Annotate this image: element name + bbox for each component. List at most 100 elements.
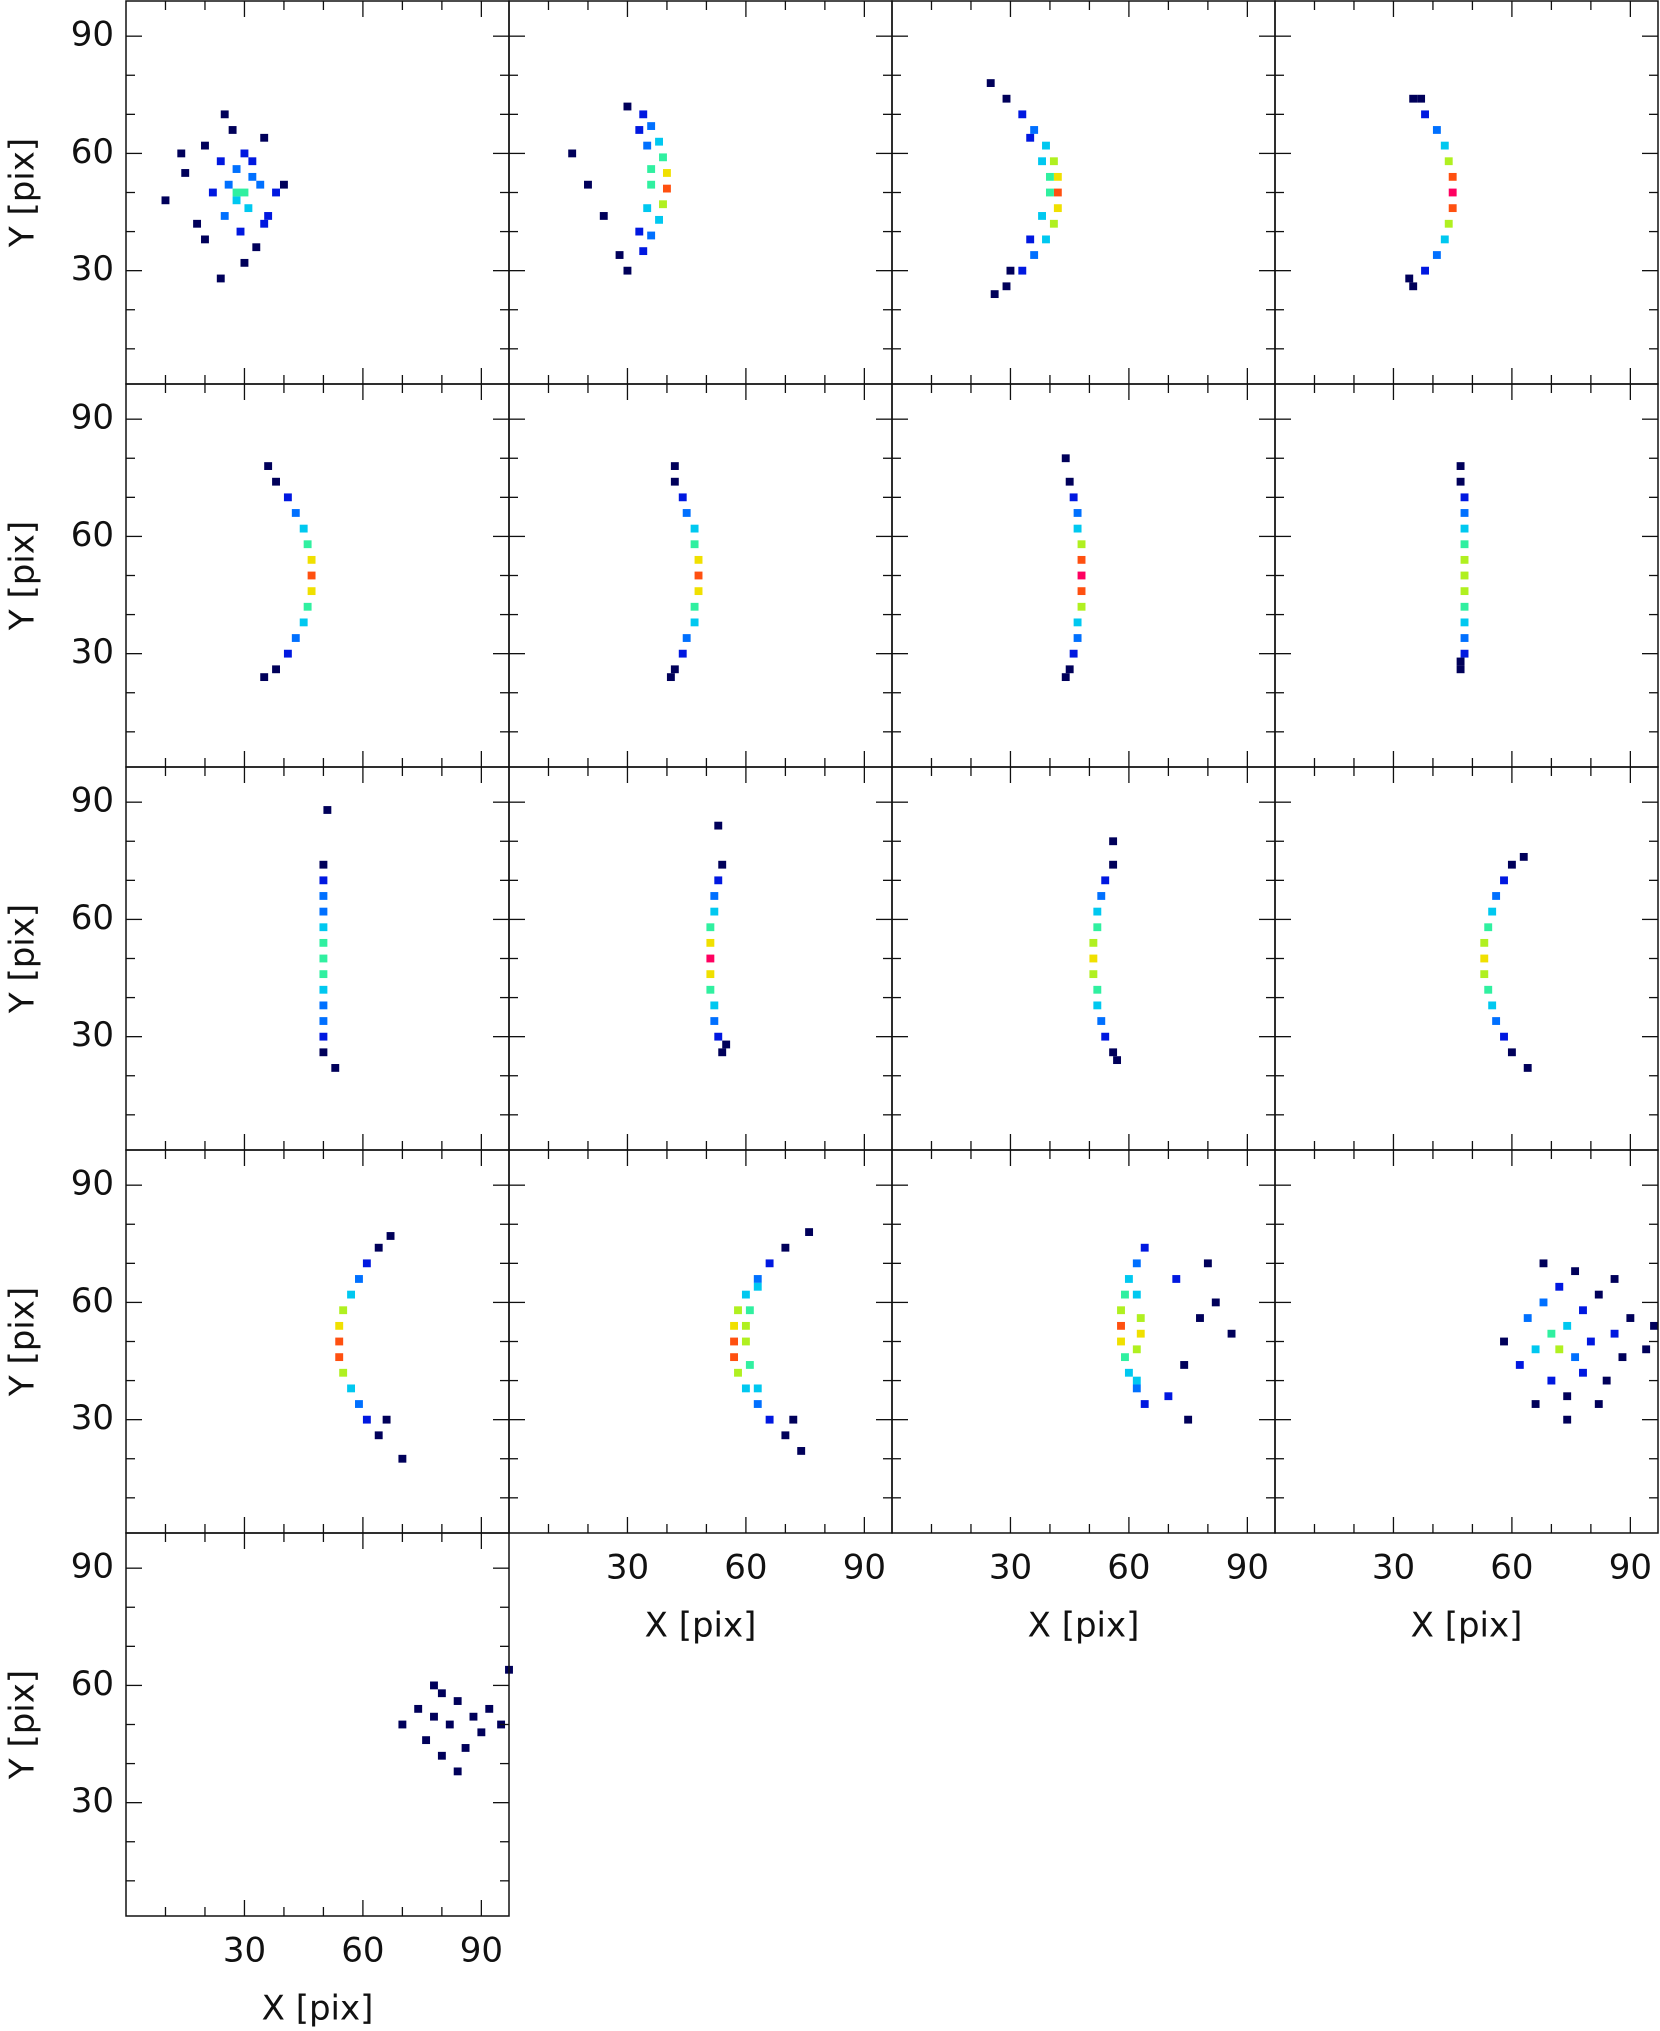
x-tick-label: 30	[223, 1931, 266, 1971]
heat-cell	[319, 1017, 328, 1025]
heat-cell	[177, 149, 186, 158]
heat-cell	[1089, 954, 1098, 963]
heat-cell	[430, 1712, 438, 1721]
heat-cell	[1456, 462, 1465, 470]
heat-cell	[1136, 1329, 1145, 1338]
heat-cell	[1109, 1048, 1118, 1057]
heat-cell	[303, 540, 312, 549]
heat-cell	[272, 477, 280, 486]
heat-cell	[643, 204, 652, 213]
y-axis-label: Y [pix]	[3, 904, 43, 1014]
heat-cell	[1539, 1259, 1548, 1268]
heat-cell	[477, 1728, 486, 1737]
x-axis-label: X [pix]	[262, 1989, 374, 2028]
heat-cell	[714, 876, 723, 885]
y-tick-label: 60	[71, 515, 114, 555]
heat-cell	[1515, 1361, 1524, 1369]
heat-cell	[335, 1337, 344, 1346]
heat-cell	[1523, 1314, 1532, 1322]
heat-cell	[1180, 1361, 1189, 1369]
panel-frame	[1274, 1149, 1659, 1534]
heat-cell	[272, 665, 280, 674]
heat-cell	[216, 274, 225, 283]
panel-frame	[508, 766, 893, 1151]
heat-cell	[319, 954, 328, 963]
panel	[891, 383, 1276, 768]
heat-cell	[1061, 454, 1070, 463]
heat-cell	[623, 266, 632, 275]
heat-cell	[1480, 938, 1489, 947]
heat-cell	[461, 1744, 470, 1752]
y-tick-label: 90	[71, 1164, 114, 1204]
panel-frame	[125, 0, 510, 385]
heat-cell	[260, 673, 269, 682]
x-tick-label: 30	[989, 1548, 1032, 1588]
heat-cell	[1117, 1306, 1125, 1315]
heat-cell	[690, 540, 699, 549]
panel: 30 60 90 X [pix]	[508, 1149, 893, 1646]
heat-cell	[264, 462, 273, 470]
y-axis-label: Y [pix]	[3, 1287, 43, 1397]
heat-cell	[283, 649, 292, 658]
heat-cell	[1448, 204, 1457, 213]
heat-cell	[1547, 1376, 1556, 1385]
heat-cell	[1045, 172, 1054, 181]
heat-cell	[1132, 1384, 1141, 1393]
y-axis-label: Y [pix]	[3, 138, 43, 248]
heat-cell	[1136, 1314, 1145, 1322]
heat-cell	[319, 970, 328, 979]
heat-cell	[1109, 860, 1118, 869]
y-tick-label: 30	[71, 1398, 114, 1438]
heat-cell	[1113, 1056, 1122, 1065]
heat-cell	[244, 204, 253, 213]
heat-cell	[299, 524, 308, 533]
y-tick-label: 60	[71, 1664, 114, 1704]
heat-cell	[1610, 1275, 1619, 1283]
panel	[1274, 766, 1659, 1151]
panel	[508, 766, 893, 1151]
heat-cell	[710, 907, 719, 916]
panel-frame	[125, 383, 510, 768]
heat-cell	[1038, 157, 1046, 166]
panel-frame	[1274, 0, 1659, 385]
heat-cell	[307, 571, 316, 580]
heat-cell	[1500, 1032, 1508, 1041]
heat-cell	[1480, 954, 1489, 963]
x-tick-label: 30	[606, 1548, 649, 1588]
heat-cell	[1006, 266, 1015, 275]
y-tick-label: 30	[71, 249, 114, 289]
heat-cell	[1460, 618, 1469, 627]
panel: 30 60 90 X [pix]	[891, 1149, 1276, 1646]
heat-cell	[1069, 649, 1078, 658]
panel: 30 60 90 X [pix]	[1274, 1149, 1659, 1646]
heat-cell	[216, 157, 225, 166]
heat-cell	[1026, 133, 1035, 142]
heat-cell	[1049, 157, 1058, 166]
heat-cell	[319, 860, 328, 869]
heat-cell	[1460, 493, 1469, 502]
heat-cell	[1456, 477, 1465, 486]
heat-cell	[1626, 1314, 1635, 1322]
heat-cell	[437, 1751, 446, 1760]
heat-cell	[1073, 509, 1082, 517]
heat-cell	[469, 1712, 478, 1721]
heat-cell	[1571, 1267, 1580, 1276]
heat-cell	[1097, 892, 1106, 900]
heat-cell	[1519, 852, 1528, 861]
heat-cell	[1132, 1376, 1141, 1385]
heat-cell	[307, 587, 316, 596]
heat-cell	[1571, 1353, 1580, 1362]
heat-cell	[1460, 634, 1469, 642]
heat-cell	[781, 1243, 790, 1252]
heat-cell	[1093, 985, 1102, 994]
heat-cell	[1117, 1337, 1125, 1346]
heat-cell	[1460, 587, 1469, 596]
heat-cell	[398, 1454, 407, 1463]
x-tick-label: 60	[1107, 1548, 1150, 1588]
heat-cell	[659, 200, 667, 209]
heat-cell	[635, 227, 644, 236]
heat-cell	[1042, 235, 1050, 244]
heat-cell	[339, 1368, 348, 1377]
heat-cell	[1073, 634, 1082, 642]
